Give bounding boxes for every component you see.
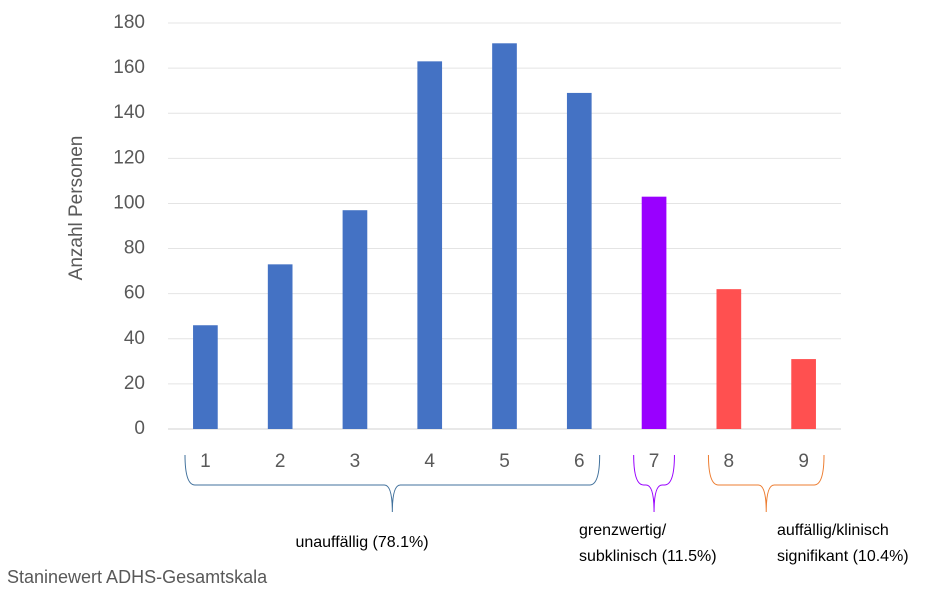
y-tick-label: 20 [124, 373, 145, 394]
x-tick-label: 5 [499, 451, 510, 472]
y-tick-label: 140 [113, 102, 145, 123]
x-tick-label: 9 [798, 451, 809, 472]
bar [193, 325, 218, 429]
x-tick-label: 3 [350, 451, 361, 472]
y-tick-label: 120 [113, 147, 145, 168]
bar [492, 43, 517, 430]
x-tick-label: 1 [200, 451, 211, 472]
bar [566, 92, 592, 429]
x-tick-label: 8 [724, 451, 735, 472]
group-brace [707, 454, 825, 513]
x-tick-label: 7 [649, 451, 660, 472]
group-label: grenzwertig/ [579, 522, 667, 539]
x-tick-label: 6 [574, 451, 585, 472]
bar [791, 359, 816, 429]
y-tick-label: 0 [134, 418, 145, 439]
bar [267, 264, 293, 429]
bar [641, 196, 667, 429]
bar [417, 61, 443, 429]
group-label: unauffällig (78.1%) [295, 534, 428, 551]
y-axis-title: Anzahl Personen [66, 136, 87, 281]
y-tick-label: 180 [113, 12, 145, 33]
group-label: subklinisch (11.5%) [579, 548, 717, 565]
group-label: signifikant (10.4%) [777, 548, 909, 565]
group-brace [633, 454, 675, 513]
x-tick-label: 2 [275, 451, 286, 472]
bar [342, 210, 368, 429]
y-tick-label: 100 [113, 192, 145, 213]
y-tick-label: 160 [113, 57, 145, 78]
group-label: auffällig/klinisch [777, 522, 889, 539]
x-tick-label: 4 [424, 451, 435, 472]
y-tick-label: 80 [124, 238, 145, 259]
bar [716, 289, 742, 429]
y-tick-label: 40 [124, 328, 145, 349]
x-axis-title: Staninewert ADHS-Gesamtskala [7, 567, 268, 587]
group-brace [184, 454, 601, 513]
y-tick-label: 60 [124, 283, 145, 304]
